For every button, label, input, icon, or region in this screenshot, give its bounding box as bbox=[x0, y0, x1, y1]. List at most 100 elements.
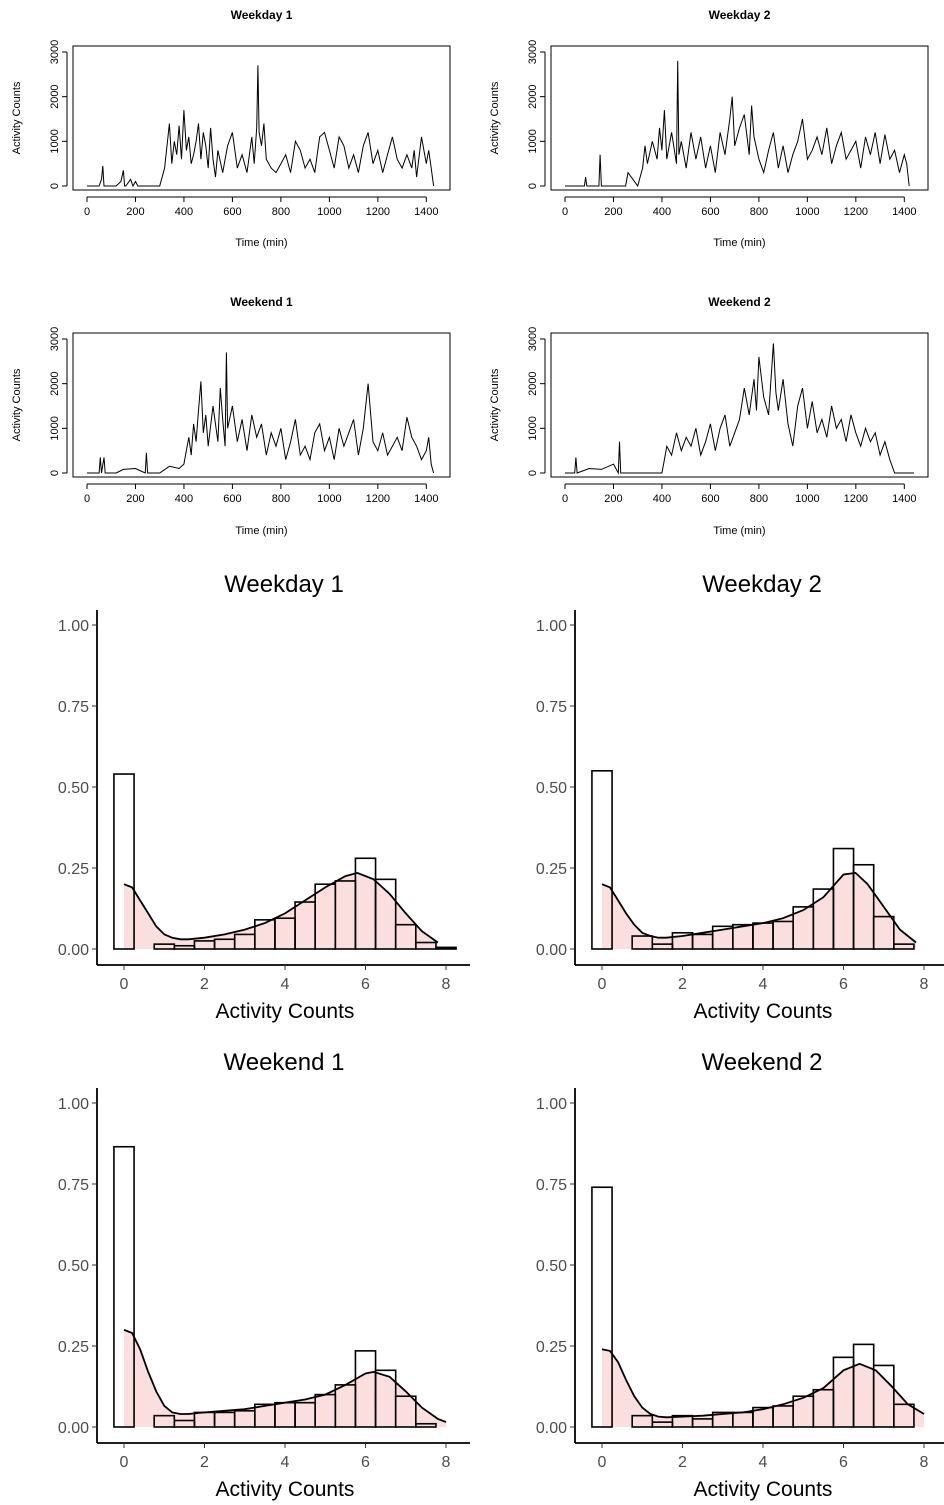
x-axis: 0 200 400 600 800 1000 1200 1400 bbox=[84, 196, 439, 218]
x-tick-label: 200 bbox=[126, 206, 144, 218]
x-tick-label: 800 bbox=[750, 493, 768, 505]
histogram-bar bbox=[852, 863, 875, 950]
y-tick-label: 2000 bbox=[49, 84, 61, 108]
x-axis: 0 200 400 600 800 1000 1200 1400 bbox=[562, 483, 917, 505]
y-tick-label: 2000 bbox=[49, 371, 61, 395]
x-tick-label: 4 bbox=[759, 1454, 768, 1471]
y-tick-label: 0.50 bbox=[58, 780, 89, 797]
y-tick-label: 0 bbox=[527, 470, 539, 476]
histogram-panel: Weekday 1 0 2 4 6 8 Activity Counts 0.00 0.25 0.5… bbox=[58, 571, 470, 1023]
histogram-bar bbox=[394, 923, 417, 950]
x-tick-label: 8 bbox=[920, 1454, 929, 1471]
panel-title: Weekend 2 bbox=[708, 295, 771, 309]
x-tick-label: 1000 bbox=[317, 206, 341, 218]
x-tick-label: 600 bbox=[223, 493, 241, 505]
y-tick-label: 3000 bbox=[49, 327, 61, 351]
plot-box bbox=[550, 45, 929, 191]
y-tick-label: 2000 bbox=[527, 84, 539, 108]
y-tick-label: 2000 bbox=[527, 371, 539, 395]
x-axis-label: Activity Counts bbox=[694, 1478, 833, 1501]
x-tick-label: 1400 bbox=[414, 493, 438, 505]
x-tick-label: 800 bbox=[750, 206, 768, 218]
y-tick-label: 0.75 bbox=[536, 1177, 567, 1194]
x-axis-label: Activity Counts bbox=[216, 1478, 355, 1501]
histogram-bar bbox=[394, 1395, 417, 1428]
activity-series-line bbox=[87, 65, 435, 188]
x-tick-label: 400 bbox=[175, 493, 193, 505]
x-tick-label: 600 bbox=[223, 206, 241, 218]
histogram-panel: Weekend 1 0 2 4 6 8 Activity Counts 0.00 0.25 0.5… bbox=[58, 1049, 470, 1501]
timeseries-panel: Weekday 2 0 200 400 600 800 1000 1200 1400 Time (… bbox=[489, 8, 929, 249]
y-tick-label: 0.75 bbox=[536, 699, 567, 716]
plot-box bbox=[72, 332, 451, 478]
y-tick-label: 3000 bbox=[527, 40, 539, 64]
x-tick-label: 1200 bbox=[844, 493, 868, 505]
x-tick-label: 6 bbox=[361, 1454, 370, 1471]
y-tick-label: 1000 bbox=[49, 129, 61, 153]
x-tick-label: 1200 bbox=[366, 206, 390, 218]
density-curve bbox=[601, 1348, 925, 1419]
x-tick-label: 200 bbox=[604, 206, 622, 218]
histogram-bar bbox=[893, 1403, 915, 1428]
density-area bbox=[124, 872, 438, 949]
x-axis-label: Time (min) bbox=[235, 525, 287, 537]
y-tick-label: 0 bbox=[49, 470, 61, 476]
density-area bbox=[602, 872, 916, 949]
y-tick-label: 0.25 bbox=[58, 861, 89, 878]
x-tick-label: 6 bbox=[839, 1454, 848, 1471]
x-tick-label: 2 bbox=[678, 1454, 687, 1471]
activity-series-line bbox=[87, 352, 435, 474]
x-tick-label: 0 bbox=[598, 1454, 607, 1471]
histogram-bar bbox=[113, 1145, 135, 1428]
timeseries-panel: Weekend 2 0 200 400 600 800 1000 1200 1400 Time (… bbox=[489, 295, 929, 537]
x-axis-label: Time (min) bbox=[713, 525, 765, 537]
histogram-bar bbox=[631, 1414, 654, 1428]
y-tick-label: 0.50 bbox=[536, 780, 567, 797]
x-tick-label: 800 bbox=[272, 206, 290, 218]
x-axis-label: Time (min) bbox=[235, 237, 287, 249]
timeseries-panel: Weekday 1 0 200 400 600 800 1000 1200 1400 Time (… bbox=[11, 8, 451, 249]
x-tick-label: 0 bbox=[120, 1454, 129, 1471]
panel-title: Weekend 1 bbox=[224, 1049, 345, 1076]
histogram-bars bbox=[113, 773, 457, 950]
y-tick-label: 0.50 bbox=[58, 1258, 89, 1275]
panel-title: Weekday 2 bbox=[702, 571, 822, 598]
x-tick-label: 2 bbox=[678, 976, 687, 993]
y-tick-label: 1.00 bbox=[536, 1096, 567, 1113]
y-tick-label: 0.00 bbox=[536, 942, 567, 959]
x-tick-label: 1000 bbox=[317, 493, 341, 505]
panel-title: Weekday 1 bbox=[231, 8, 293, 22]
x-axis-label: Activity Counts bbox=[216, 1000, 355, 1023]
y-tick-label: 0.00 bbox=[536, 1420, 567, 1437]
y-tick-label: 1.00 bbox=[536, 618, 567, 635]
timeseries-panel: Weekend 1 0 200 400 600 800 1000 1200 1400 Time (… bbox=[11, 295, 451, 537]
y-tick-label: 0.75 bbox=[58, 1177, 89, 1194]
x-axis: 0 200 400 600 800 1000 1200 1400 bbox=[84, 483, 439, 505]
y-tick-label: 1.00 bbox=[58, 1096, 89, 1113]
x-tick-label: 400 bbox=[653, 206, 671, 218]
x-tick-label: 8 bbox=[442, 976, 451, 993]
x-tick-label: 0 bbox=[562, 206, 568, 218]
y-tick-label: 1000 bbox=[527, 129, 539, 153]
x-tick-label: 400 bbox=[175, 206, 193, 218]
x-tick-label: 4 bbox=[281, 1454, 290, 1471]
x-tick-label: 1400 bbox=[892, 493, 916, 505]
plot-box bbox=[550, 332, 929, 478]
y-axis: 0 1000 2000 3000 bbox=[527, 40, 546, 189]
y-axis: 0 1000 2000 3000 bbox=[49, 40, 68, 189]
histogram-bar bbox=[415, 941, 437, 950]
y-tick-label: 0.25 bbox=[58, 1339, 89, 1356]
x-tick-label: 200 bbox=[126, 493, 144, 505]
y-tick-label: 0.75 bbox=[58, 699, 89, 716]
x-tick-label: 8 bbox=[442, 1454, 451, 1471]
x-tick-label: 6 bbox=[361, 976, 370, 993]
x-tick-label: 6 bbox=[839, 976, 848, 993]
y-axis: 0 1000 2000 3000 bbox=[49, 327, 68, 476]
histogram-bars bbox=[591, 769, 915, 950]
x-tick-label: 2 bbox=[200, 976, 209, 993]
x-tick-label: 4 bbox=[759, 976, 768, 993]
panel-title: Weekday 2 bbox=[709, 8, 771, 22]
x-tick-label: 0 bbox=[598, 976, 607, 993]
panel-title: Weekday 1 bbox=[224, 571, 344, 598]
